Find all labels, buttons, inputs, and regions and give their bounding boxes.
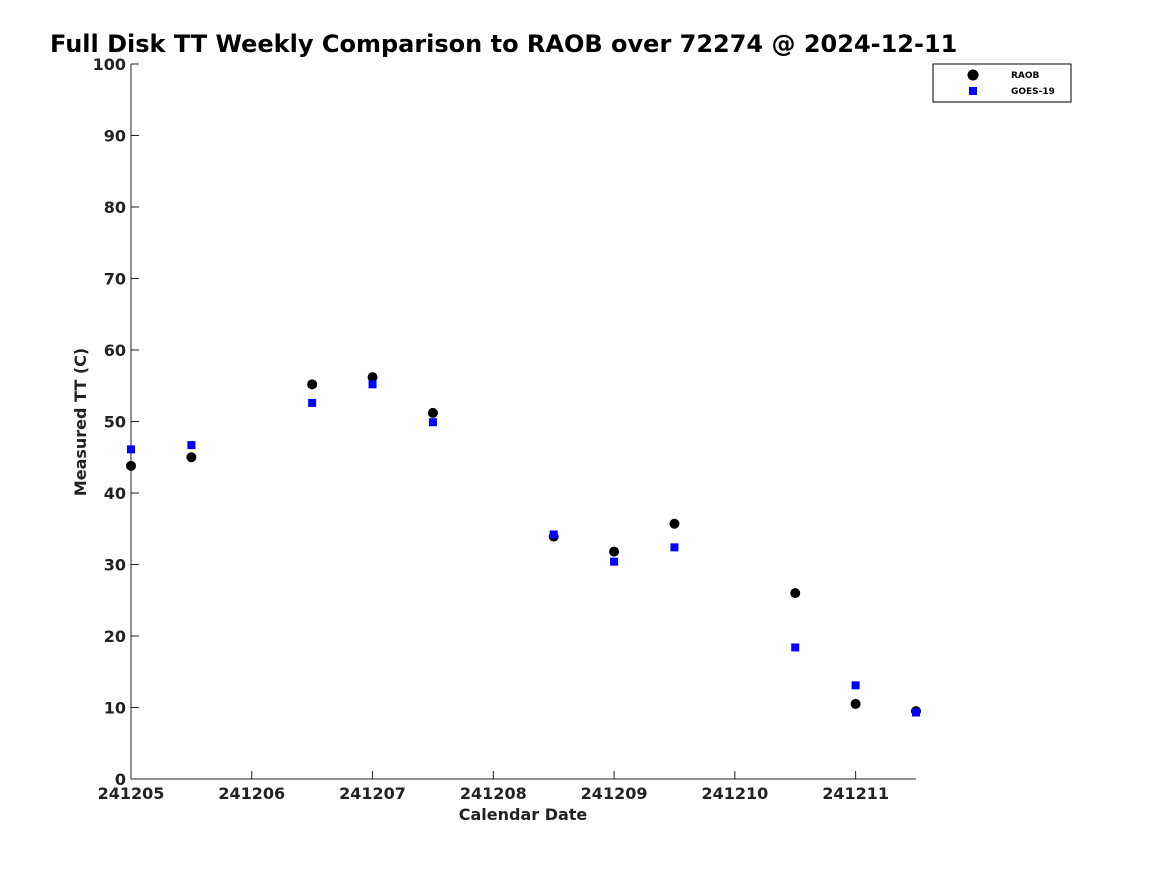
data-point-goes-19: [791, 643, 800, 652]
data-point-goes-19: [549, 530, 558, 539]
y-tick-label: 0: [115, 770, 126, 789]
x-axis-label: Calendar Date: [459, 805, 588, 824]
data-points: [126, 372, 921, 717]
data-point-raob: [126, 460, 136, 471]
data-point-raob: [790, 588, 801, 599]
legend-label-goes-19: GOES-19: [1011, 87, 1055, 97]
x-ticks: 241205 241206 241207 241208 241209 241210 2412…: [98, 771, 889, 803]
data-point-raob: [186, 452, 197, 463]
data-point-raob: [427, 407, 438, 418]
x-tick-label: 241209: [581, 784, 648, 803]
y-tick-label: 10: [104, 699, 126, 718]
y-tick-label: 80: [104, 198, 126, 217]
y-tick-label: 20: [104, 627, 126, 646]
y-tick-label: 70: [104, 270, 126, 289]
y-axis-label: Measured TT (C): [71, 348, 90, 496]
data-point-raob: [609, 546, 620, 557]
data-point-goes-19: [670, 543, 679, 552]
legend-box: [932, 63, 1072, 103]
data-point-goes-19: [308, 398, 317, 407]
data-point-goes-19: [912, 708, 920, 717]
data-point-goes-19: [187, 441, 196, 450]
data-point-raob: [850, 698, 861, 709]
y-tick-label: 100: [93, 55, 126, 74]
data-point-raob: [367, 372, 378, 383]
x-tick-label: 241208: [460, 784, 527, 803]
x-tick-label: 241205: [98, 784, 165, 803]
data-point-raob: [669, 518, 680, 529]
y-ticks: 0 10 20 30 40 50 60 70 80 90 100: [93, 55, 139, 789]
data-point-goes-19: [610, 557, 619, 566]
y-tick-label: 40: [104, 484, 126, 503]
x-tick-label: 241207: [339, 784, 406, 803]
y-tick-label: 30: [104, 556, 126, 575]
legend: RAOB GOES-19: [932, 63, 1072, 103]
data-point-goes-19: [428, 418, 437, 427]
x-tick-label: 241211: [822, 784, 889, 803]
x-tick-label: 241206: [218, 784, 285, 803]
y-tick-label: 90: [104, 127, 126, 146]
data-point-goes-19: [127, 445, 135, 454]
legend-label-raob: RAOB: [1011, 71, 1040, 81]
data-point-raob: [307, 379, 318, 390]
data-point-goes-19: [368, 380, 377, 389]
chart-title: Full Disk TT Weekly Comparison to RAOB o…: [50, 30, 957, 58]
x-tick-label: 241210: [701, 784, 768, 803]
legend-marker-raob: [967, 69, 979, 81]
y-tick-label: 60: [104, 341, 126, 360]
data-point-goes-19: [851, 681, 860, 690]
y-tick-label: 50: [104, 413, 126, 432]
legend-marker-goes-19: [969, 87, 977, 95]
